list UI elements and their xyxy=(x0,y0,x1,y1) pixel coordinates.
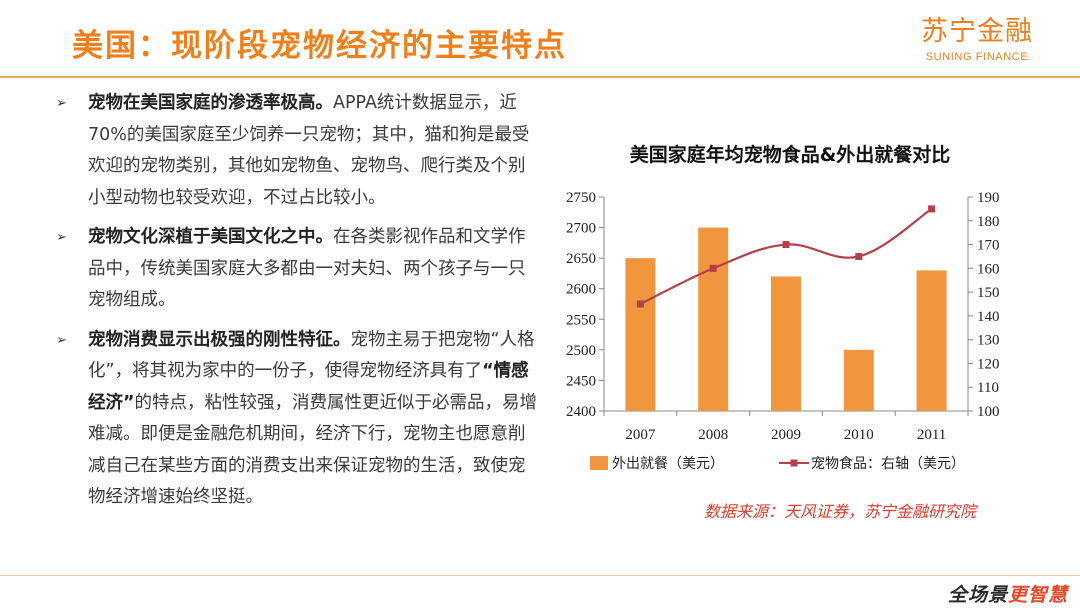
y-left-tick-label: 2650 xyxy=(566,251,596,267)
bar xyxy=(771,276,801,411)
bar xyxy=(625,258,656,411)
x-tick-label: 2011 xyxy=(917,427,946,443)
y-left-tick-label: 2700 xyxy=(566,221,596,237)
data-source-note: 数据来源：天风证券，苏宁金融研究院 xyxy=(704,502,977,521)
arrow-bullet-icon: ➢ xyxy=(56,230,67,245)
line-point xyxy=(928,205,936,213)
bar xyxy=(916,270,947,411)
footer-brand-main: 全场景 xyxy=(947,584,1008,606)
bullet-heading: 宠物消费显示出极强的刚性特征。 xyxy=(88,329,351,350)
bullet-emphasis: “情感经济” xyxy=(88,361,529,413)
x-tick-label: 2010 xyxy=(844,427,874,443)
page-title: 美国：现阶段宠物经济的主要特点 xyxy=(72,28,567,64)
footer-brand: 全场景更智慧 xyxy=(948,580,1068,607)
bullet-body: 在各类影视作品和文学作品中，传统美国家庭大多都由一对夫妇、两个孩子与一只宠物组成… xyxy=(88,227,526,310)
chart-title: 美国家庭年均宠物食品&外出就餐对比 xyxy=(629,144,951,166)
bullet-heading: 宠物文化深植于美国文化之中。 xyxy=(88,227,333,247)
brand-logo: 苏宁金融 SUNING FINANCE xyxy=(912,16,1042,64)
footer-divider xyxy=(0,575,1080,576)
bullet-item: ➢ 宠物在美国家庭的渗透率极高。APPA统计数据显示，近70%的美国家庭至少饲养… xyxy=(50,88,540,214)
y-left-tick-label: 2600 xyxy=(566,282,596,298)
line-point xyxy=(709,264,717,272)
bullet-list: ➢ 宠物在美国家庭的渗透率极高。APPA统计数据显示，近70%的美国家庭至少饲养… xyxy=(50,88,540,522)
legend-bar-label: 外出就餐（美元） xyxy=(612,456,724,472)
x-tick-label: 2009 xyxy=(771,427,801,443)
arrow-bullet-icon: ➢ xyxy=(56,96,67,111)
y-right-tick-label: 110 xyxy=(977,380,999,396)
y-left-tick-label: 2400 xyxy=(566,404,596,420)
y-right-tick-label: 130 xyxy=(977,333,1000,349)
y-right-tick-label: 160 xyxy=(977,261,1000,277)
header-divider xyxy=(0,76,1080,78)
line-point xyxy=(782,241,790,249)
bullet-body: 宠物主易于把宠物“人格化”，将其视为家中的一份子，使得宠物经济具有了 xyxy=(88,329,535,382)
legend-line-marker xyxy=(790,459,798,467)
y-left-tick-label: 2450 xyxy=(566,373,596,389)
arrow-bullet-icon: ➢ xyxy=(56,332,67,348)
bullet-body: APPA统计数据显示，近70%的美国家庭至少饲养一只宠物；其中，猫和狗是最受欢迎… xyxy=(88,93,530,208)
x-tick-label: 2007 xyxy=(625,427,656,443)
y-right-tick-label: 100 xyxy=(977,404,1000,420)
y-left-tick-label: 2750 xyxy=(566,190,596,206)
y-right-tick-label: 170 xyxy=(977,238,1000,254)
legend-bar-swatch xyxy=(590,456,608,470)
bullet-heading: 宠物在美国家庭的渗透率极高。 xyxy=(88,93,333,113)
bullet-item: ➢ 宠物文化深植于美国文化之中。在各类影视作品和文学作品中，传统美国家庭大多都由… xyxy=(50,222,540,317)
bar xyxy=(698,227,729,411)
y-right-tick-label: 180 xyxy=(977,214,1000,230)
logo-en: SUNING FINANCE xyxy=(925,51,1029,63)
y-right-tick-label: 140 xyxy=(977,309,1000,325)
legend-line-label: 宠物食品：右轴（美元） xyxy=(811,455,965,472)
x-tick-label: 2008 xyxy=(698,427,728,443)
bullet-item: ➢ 宠物消费显示出极强的刚性特征。宠物主易于把宠物“人格化”，将其视为家中的一份… xyxy=(50,325,540,514)
line-point xyxy=(855,252,863,260)
logo-cn: 苏宁金融 xyxy=(921,16,1033,47)
y-right-tick-label: 190 xyxy=(977,190,1000,206)
y-right-tick-label: 150 xyxy=(977,285,1000,301)
y-left-tick-label: 2500 xyxy=(566,343,596,359)
line-point xyxy=(636,300,644,308)
footer-brand-accent: 更智慧 xyxy=(1007,584,1068,606)
bar xyxy=(843,349,874,411)
bullet-body: 的特点，粘性较强，消费属性更近似于必需品，易增难减。即便是金融危机期间，经济下行… xyxy=(88,392,538,508)
y-right-tick-label: 120 xyxy=(977,356,1000,372)
header: 美国：现阶段宠物经济的主要特点 苏宁金融 SUNING FINANCE xyxy=(0,0,1080,78)
y-left-tick-label: 2550 xyxy=(566,312,596,328)
